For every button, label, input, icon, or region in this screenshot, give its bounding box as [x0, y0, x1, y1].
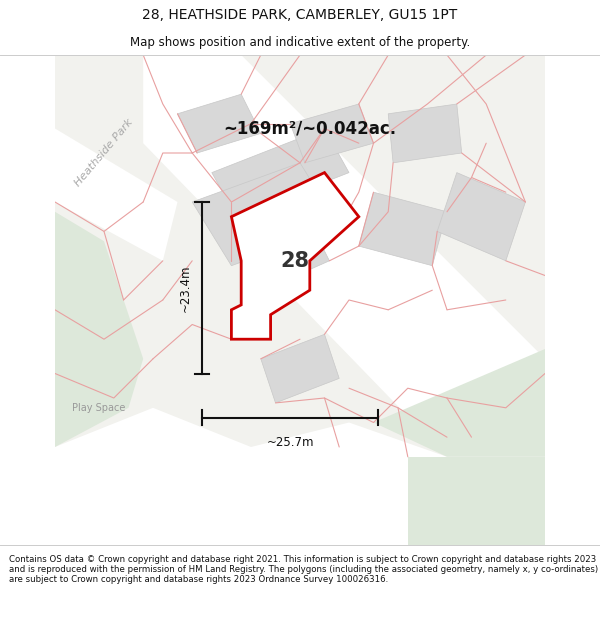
- Text: Map shows position and indicative extent of the property.: Map shows position and indicative extent…: [130, 36, 470, 49]
- Text: 28, HEATHSIDE PARK, CAMBERLEY, GU15 1PT: 28, HEATHSIDE PARK, CAMBERLEY, GU15 1PT: [142, 8, 458, 22]
- Polygon shape: [143, 55, 545, 457]
- Polygon shape: [290, 104, 373, 162]
- Polygon shape: [55, 408, 545, 545]
- Polygon shape: [437, 173, 526, 261]
- Polygon shape: [373, 349, 545, 457]
- Polygon shape: [266, 222, 329, 281]
- Text: Contains OS data © Crown copyright and database right 2021. This information is : Contains OS data © Crown copyright and d…: [9, 554, 598, 584]
- Polygon shape: [261, 334, 339, 403]
- Text: 28: 28: [281, 251, 310, 271]
- Polygon shape: [192, 162, 339, 266]
- Polygon shape: [232, 173, 359, 339]
- Text: ~25.7m: ~25.7m: [266, 436, 314, 449]
- Text: ~23.4m: ~23.4m: [178, 264, 191, 311]
- Text: ~169m²/~0.042ac.: ~169m²/~0.042ac.: [223, 119, 397, 138]
- Polygon shape: [388, 104, 462, 162]
- Polygon shape: [55, 129, 178, 261]
- Text: Heathside Park: Heathside Park: [73, 118, 135, 189]
- Polygon shape: [359, 192, 447, 266]
- Polygon shape: [55, 212, 143, 447]
- Polygon shape: [408, 457, 545, 545]
- Polygon shape: [212, 129, 349, 217]
- Text: Play Space: Play Space: [73, 402, 126, 412]
- Polygon shape: [178, 94, 261, 153]
